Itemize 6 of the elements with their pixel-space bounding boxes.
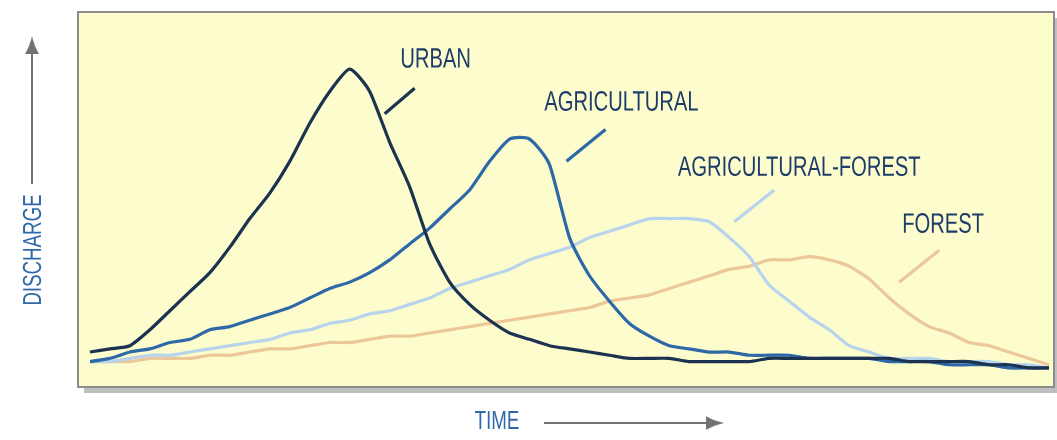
series-label: AGRICULTURAL-FOREST: [677, 156, 921, 177]
text: FOREST: [903, 213, 984, 233]
series-label: URBAN: [401, 48, 470, 68]
y-axis-title: DISCHARGE: [22, 195, 42, 305]
x-axis-title: TIME: [475, 411, 519, 429]
series-label: AGRICULTURAL: [544, 91, 698, 111]
